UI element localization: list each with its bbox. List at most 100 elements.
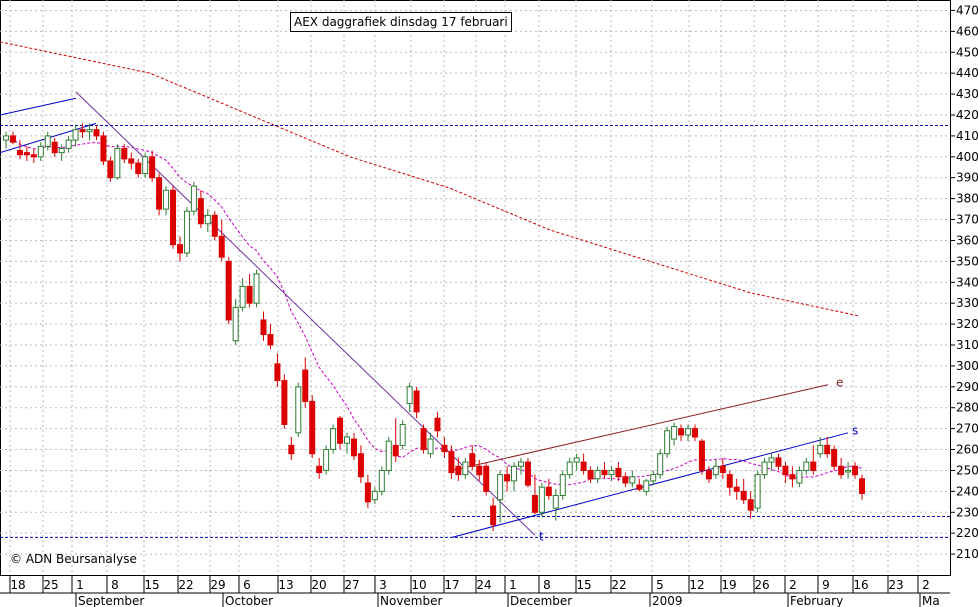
candle-up	[232, 306, 239, 342]
candle-down	[469, 453, 476, 467]
candle-down	[156, 177, 163, 210]
candle-up	[295, 386, 302, 434]
candle-down	[274, 363, 281, 382]
candle-up	[385, 440, 392, 471]
candle-down	[678, 428, 685, 436]
candle-down	[316, 465, 323, 474]
trendline-s	[451, 432, 849, 538]
y-tick-label: 460	[956, 24, 978, 38]
y-tick-label: 310	[956, 338, 978, 352]
candle-down	[420, 428, 427, 451]
candle-down	[309, 400, 316, 455]
x-tick-label: 2	[922, 578, 930, 592]
candle-down	[740, 490, 747, 501]
candle-down	[524, 461, 531, 486]
candle-up	[566, 461, 573, 476]
candle-up	[323, 449, 330, 471]
y-tick-label: 410	[956, 129, 978, 143]
trendline-label-s: s	[852, 424, 858, 438]
candle-down	[197, 198, 204, 225]
grid	[0, 0, 951, 576]
y-tick-label: 400	[956, 150, 978, 164]
y-tick-label: 440	[956, 66, 978, 80]
x-tick-label: 22	[611, 578, 626, 592]
candle-down	[580, 461, 587, 471]
x-tick-label: 27	[344, 578, 359, 592]
y-tick-label: 370	[956, 213, 978, 227]
y-tick-label: 210	[956, 547, 978, 561]
candle-down	[357, 453, 364, 478]
candle-down	[448, 451, 455, 474]
candle-down	[587, 469, 594, 480]
candle-up	[517, 461, 524, 467]
y-tick-label: 330	[956, 296, 978, 310]
candles	[3, 123, 865, 532]
candle-down	[726, 474, 733, 488]
candle-up	[344, 436, 351, 444]
x-month-label: November	[380, 594, 442, 607]
x-tick-label: 26	[754, 578, 769, 592]
y-tick-label: 240	[956, 484, 978, 498]
candle-up	[671, 426, 678, 440]
candle-down	[747, 499, 754, 511]
trendline-label-e: e	[836, 376, 843, 390]
x-tick-label: 3	[379, 578, 387, 592]
candle-down	[615, 467, 622, 478]
candle-up	[608, 469, 615, 476]
y-tick-label: 360	[956, 233, 978, 247]
candle-up	[768, 457, 775, 463]
candle-up	[552, 495, 559, 509]
candle-down	[810, 461, 817, 471]
x-month-label: 2009	[652, 594, 683, 607]
candle-up	[538, 486, 545, 513]
x-tick-label: 2	[789, 578, 797, 592]
candle-down	[775, 457, 782, 467]
candle-up	[86, 129, 93, 133]
candle-down	[392, 444, 399, 457]
candle-down	[859, 478, 865, 494]
candle-down	[622, 476, 629, 484]
x-tick-label: 17	[444, 578, 459, 592]
candle-down	[504, 474, 511, 482]
y-tick-label: 470	[956, 3, 978, 17]
candle-up	[573, 457, 580, 463]
x-tick-label: 16	[853, 578, 868, 592]
candle-up	[796, 469, 803, 484]
y-tick-label: 450	[956, 45, 978, 59]
candle-up	[204, 214, 211, 225]
x-tick-label: 10	[411, 578, 426, 592]
candle-up	[399, 423, 406, 446]
y-tick-label: 380	[956, 192, 978, 206]
candle-up	[183, 210, 190, 254]
x-tick-label: 8	[543, 578, 551, 592]
x-tick-label: 29	[210, 578, 225, 592]
x-month-label: February	[790, 594, 843, 607]
candle-up	[330, 428, 337, 451]
x-tick-label: 19	[721, 578, 736, 592]
candle-down	[30, 154, 37, 158]
trendline-upper-left	[0, 97, 77, 116]
candle-down	[350, 438, 357, 457]
trendline-label-t: t	[539, 529, 544, 543]
candle-down	[852, 465, 859, 476]
candle-down	[337, 417, 344, 444]
candle-up	[559, 474, 566, 497]
candle-down	[476, 465, 483, 476]
candle-up	[754, 474, 761, 509]
trendline-e	[451, 384, 829, 471]
candle-down	[455, 465, 462, 476]
candle-down	[100, 135, 107, 162]
candle-down	[831, 449, 838, 467]
x-tick-label: 12	[689, 578, 704, 592]
candle-up	[594, 469, 601, 480]
candle-up	[190, 185, 197, 212]
candle-down	[288, 444, 295, 455]
candle-up	[497, 474, 504, 501]
candle-down	[218, 235, 225, 258]
candle-down	[733, 486, 740, 492]
candle-down	[636, 484, 643, 490]
candle-down	[441, 444, 448, 453]
x-month-label: October	[225, 594, 273, 607]
